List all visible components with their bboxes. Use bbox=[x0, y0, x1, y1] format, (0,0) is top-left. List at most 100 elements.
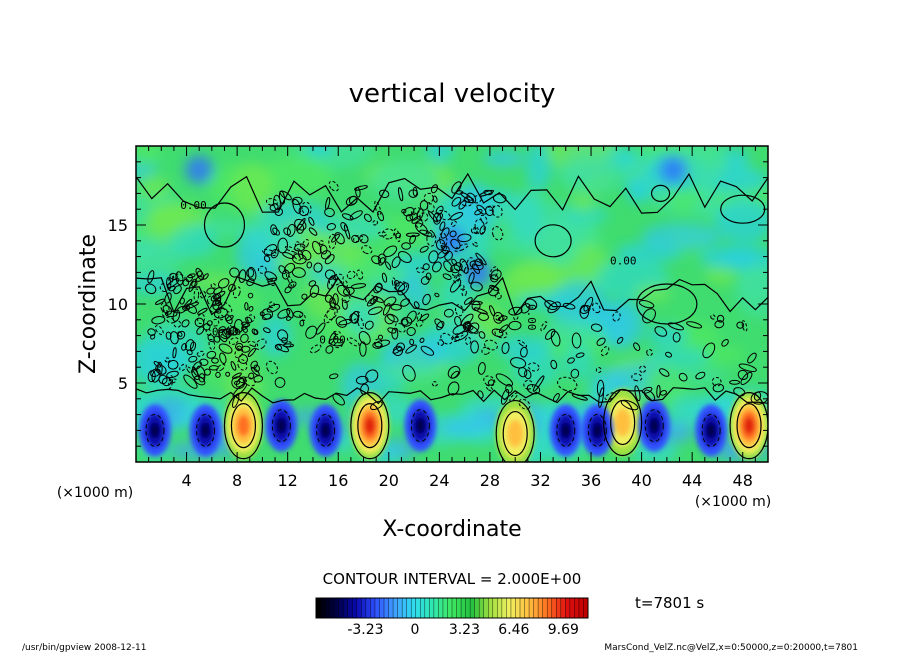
colorbar-tick-label: 0 bbox=[410, 622, 419, 638]
contour-loop bbox=[409, 234, 416, 244]
contour-loop bbox=[505, 383, 513, 394]
contour-loop bbox=[291, 196, 303, 205]
contour-loop bbox=[436, 320, 445, 331]
contour-loop bbox=[434, 292, 440, 298]
contour-loop bbox=[276, 343, 289, 353]
field-patch bbox=[456, 181, 492, 227]
contour-loop bbox=[476, 204, 487, 215]
colorbar-frame bbox=[315, 597, 589, 619]
contour-loop bbox=[232, 286, 241, 299]
contour-loop bbox=[157, 361, 163, 375]
colorbar-cell bbox=[429, 598, 435, 618]
contour-loop bbox=[240, 321, 251, 328]
contour-loop bbox=[654, 326, 668, 337]
contour-loop bbox=[439, 232, 448, 248]
contour-loop bbox=[159, 282, 170, 293]
colorbar-tick-label: 6.46 bbox=[498, 622, 529, 638]
contour-loop bbox=[162, 305, 173, 315]
x-tick-label: 36 bbox=[581, 471, 601, 490]
contour-loop bbox=[269, 203, 279, 212]
contour-loop bbox=[461, 288, 467, 297]
contour-loop bbox=[335, 316, 348, 328]
contour-loop bbox=[483, 375, 496, 387]
chart-title: vertical velocity bbox=[349, 79, 556, 109]
colorbar-cell bbox=[397, 598, 403, 618]
x-tick-label: 4 bbox=[181, 471, 191, 490]
contour-loop bbox=[517, 339, 528, 348]
colorbar-cell bbox=[442, 598, 448, 618]
contour-loop bbox=[489, 305, 496, 317]
field-patch bbox=[342, 297, 378, 337]
contour-loop bbox=[747, 352, 757, 364]
downdraft-level bbox=[706, 422, 717, 439]
contour-loop bbox=[449, 211, 464, 221]
contour-loop bbox=[324, 254, 335, 265]
contour-loop bbox=[168, 378, 177, 384]
colorbar: -3.23 0 3.23 6.46 9.69 bbox=[315, 597, 589, 638]
y-axis-label: Z-coordinate bbox=[76, 234, 101, 374]
contour-loop bbox=[185, 303, 198, 314]
contour-loop bbox=[371, 255, 382, 265]
contour-loop bbox=[247, 347, 257, 357]
contour-loop bbox=[411, 215, 422, 224]
contour-loop bbox=[355, 187, 361, 198]
colorbar-tick-label: 3.23 bbox=[449, 622, 480, 638]
footer-right: MarsCond_VelZ.nc@VelZ,x=0:50000,z=0:2000… bbox=[604, 643, 858, 653]
contour-loop bbox=[462, 321, 471, 331]
contour-loop bbox=[272, 227, 280, 236]
contour-loop bbox=[188, 278, 197, 293]
contour-loop bbox=[240, 345, 251, 353]
contour-loop bbox=[194, 317, 205, 328]
downdraft-contour bbox=[145, 413, 165, 447]
field-patch bbox=[388, 253, 450, 273]
contour-loop bbox=[173, 320, 182, 328]
field-patch bbox=[376, 364, 447, 382]
updraft-level bbox=[506, 419, 524, 448]
contour-loop bbox=[294, 241, 302, 250]
contour-loop bbox=[710, 314, 716, 320]
contour-loop bbox=[367, 306, 383, 316]
contour-loop bbox=[437, 339, 445, 347]
contour-loop bbox=[301, 293, 308, 300]
contour-loop bbox=[480, 214, 488, 225]
updraft-contour bbox=[495, 399, 535, 462]
contour-loop bbox=[523, 379, 534, 390]
x-tick-label: 40 bbox=[631, 471, 651, 490]
contour-loop bbox=[741, 320, 748, 332]
velocity-field bbox=[136, 146, 768, 462]
contour-loop bbox=[631, 373, 643, 382]
contour-loop bbox=[485, 205, 494, 217]
contour-loop bbox=[547, 301, 561, 314]
contour-loop bbox=[391, 327, 399, 340]
contour-loop bbox=[395, 232, 402, 239]
contour-loop bbox=[444, 250, 453, 261]
contour-loop bbox=[435, 205, 444, 215]
downdraft-level bbox=[592, 422, 603, 439]
contour-loop bbox=[579, 304, 590, 319]
field-patch bbox=[646, 325, 688, 346]
updraft-contour bbox=[736, 403, 762, 449]
contour-loop bbox=[338, 318, 353, 326]
contour-loop bbox=[265, 360, 279, 375]
colorbar-tick-label: 9.69 bbox=[548, 622, 579, 638]
colorbar-cell bbox=[365, 598, 371, 618]
colorbar-cell bbox=[492, 598, 498, 618]
contour-loop bbox=[419, 200, 429, 211]
contour-loop bbox=[221, 328, 232, 338]
contour-loop bbox=[520, 346, 528, 358]
updraft-core bbox=[729, 391, 768, 460]
contour-loop bbox=[395, 342, 406, 352]
y-tick-label: 5 bbox=[118, 374, 128, 393]
colorbar-cell bbox=[569, 598, 575, 618]
downdraft-core bbox=[309, 404, 342, 457]
contour-loop bbox=[262, 248, 277, 257]
contour-loop bbox=[346, 270, 356, 280]
contour-loop bbox=[412, 186, 418, 197]
contour-loop bbox=[600, 346, 610, 357]
contour-loop bbox=[172, 309, 181, 322]
downdraft-level bbox=[560, 422, 571, 439]
contour-loop bbox=[405, 232, 420, 237]
field-patch bbox=[231, 162, 274, 215]
colorbar-cell bbox=[515, 598, 521, 618]
contour-loop bbox=[604, 392, 617, 401]
